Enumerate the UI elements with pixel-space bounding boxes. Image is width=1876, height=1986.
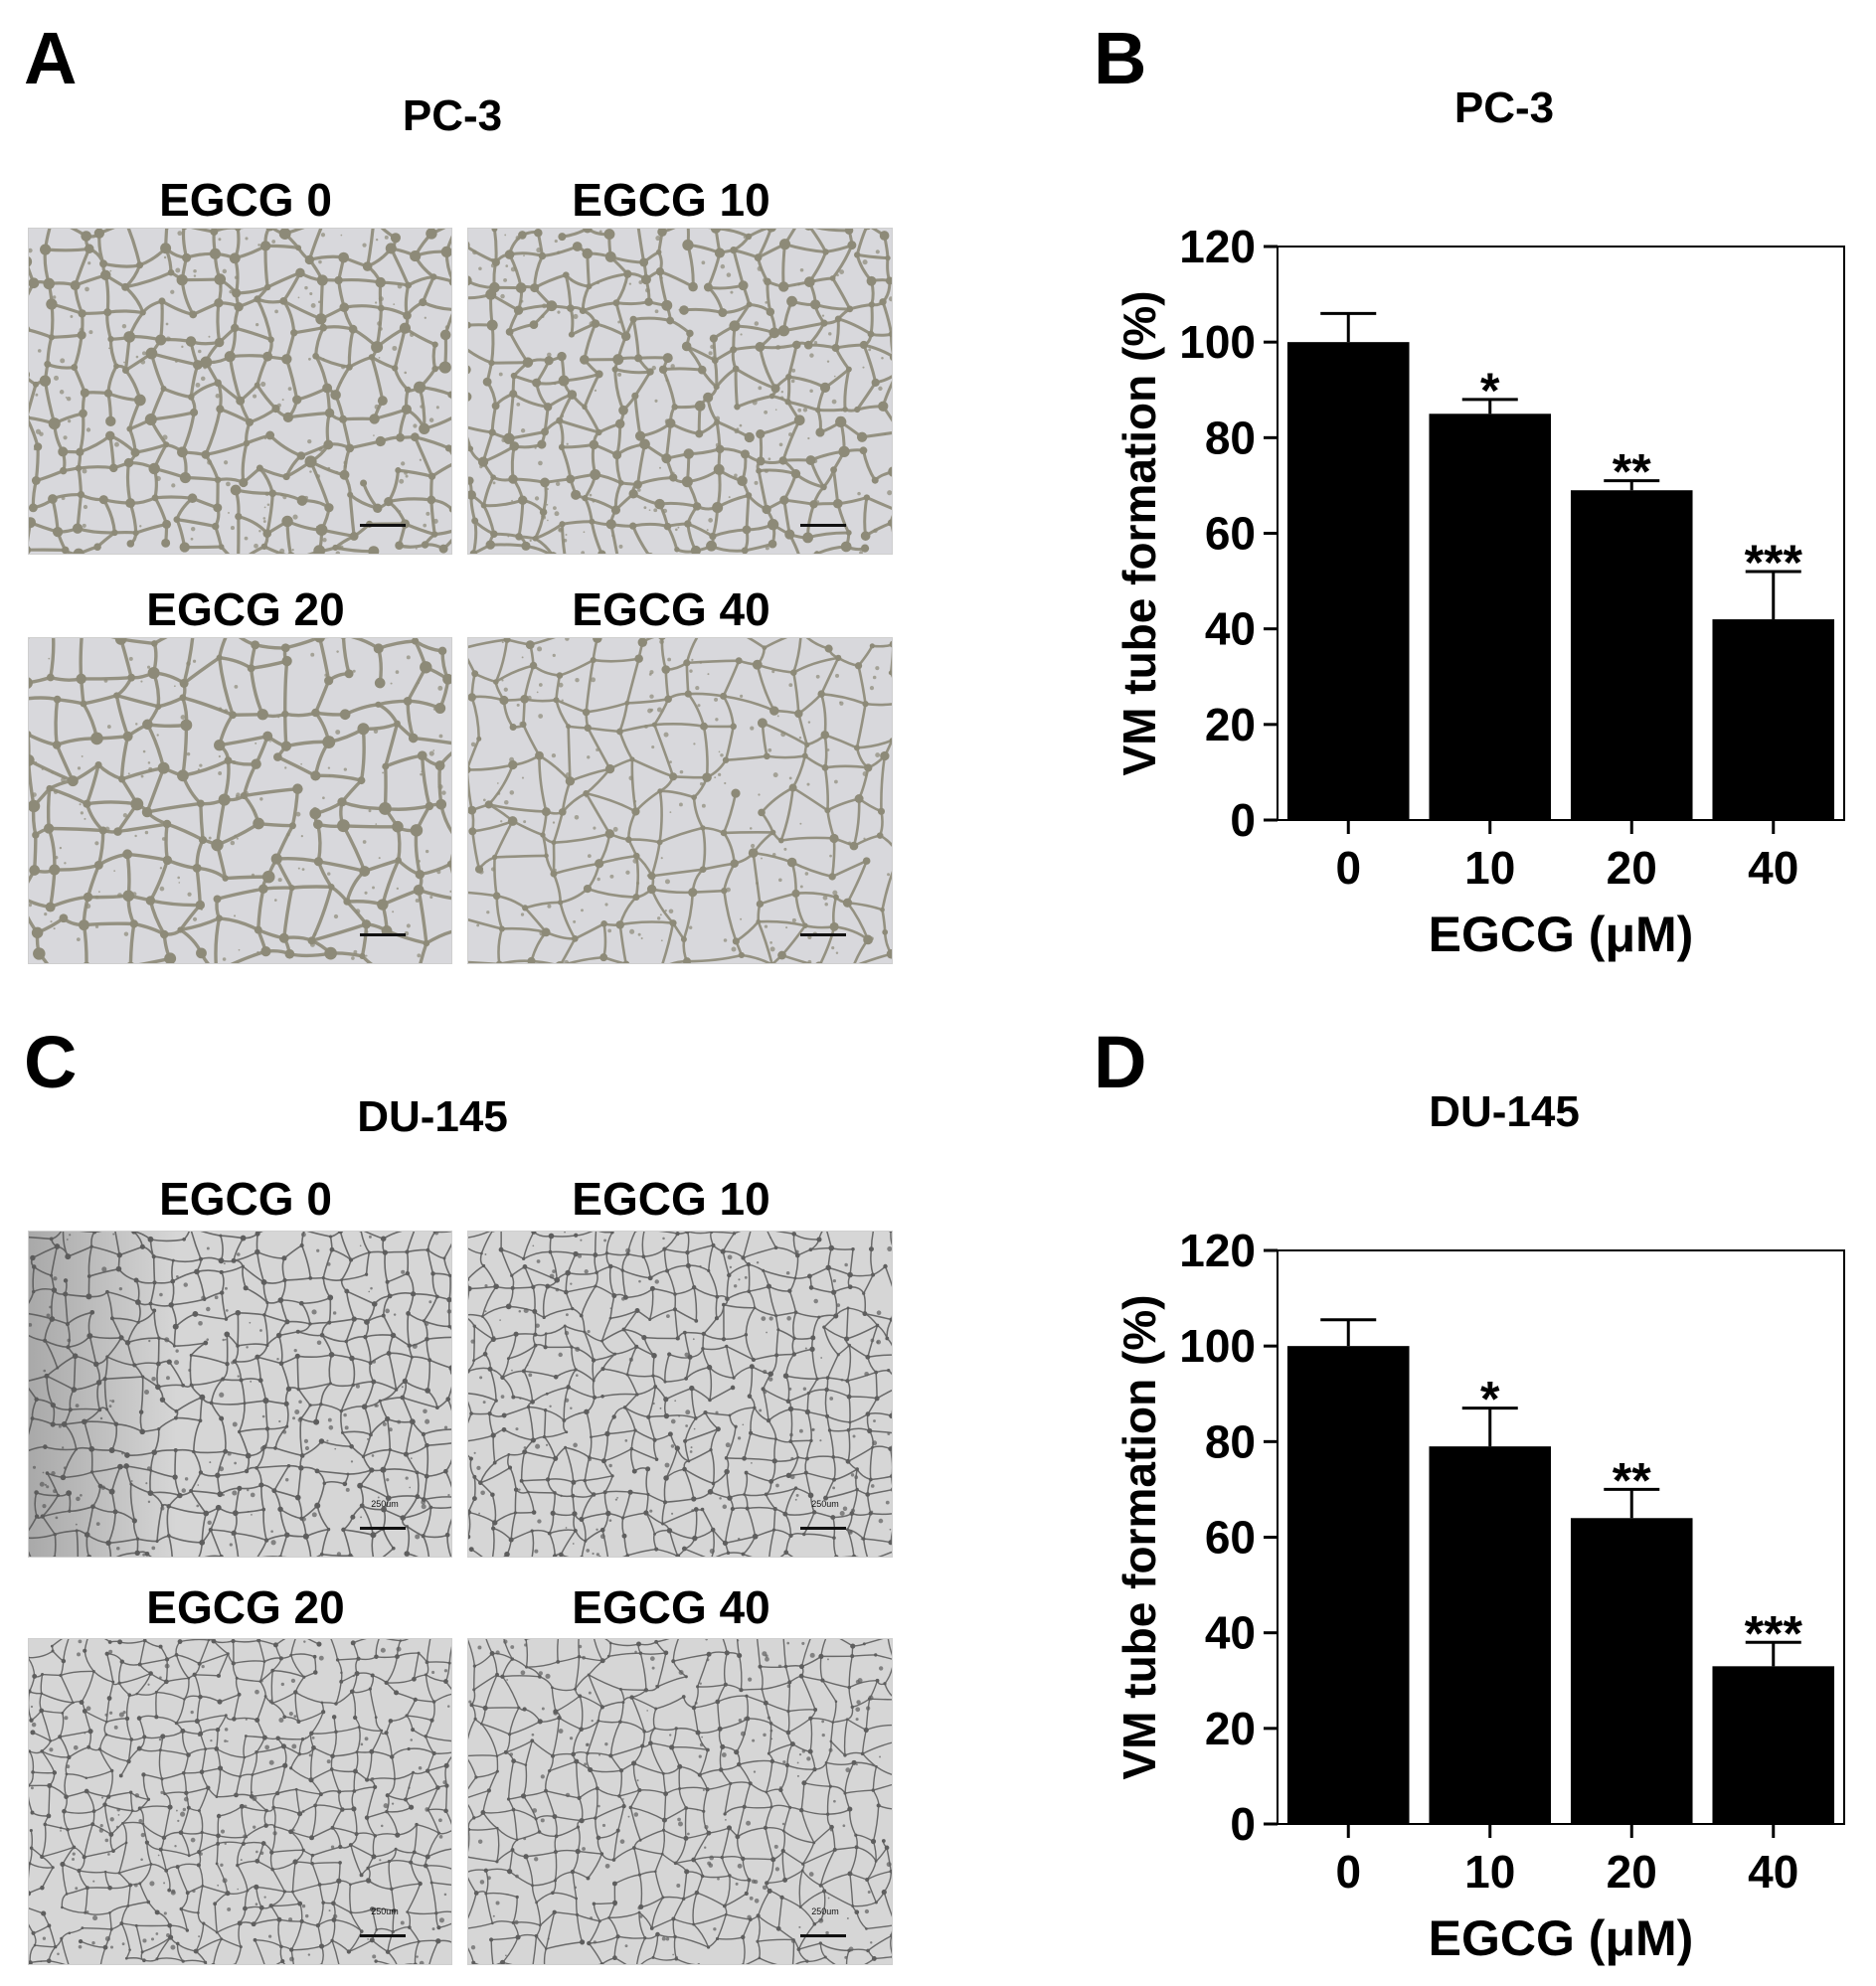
- scale-bar: [360, 1934, 406, 1937]
- panel-c-image-title: EGCG 20: [146, 1581, 345, 1633]
- panel-d-x-axis-title: EGCG (μM): [1429, 1910, 1694, 1966]
- scale-bar-label: 250um: [811, 1499, 839, 1509]
- panel-d-bar: [1286, 1346, 1410, 1824]
- panel-b-y-tick-label: 0: [1230, 794, 1256, 846]
- scale-bar: [800, 524, 846, 527]
- micrograph-pc3-egcg-40: [467, 637, 893, 964]
- scale-bar: [800, 1934, 846, 1937]
- scale-bar: [800, 1527, 846, 1530]
- panel-d-significance-label: ***: [1745, 1605, 1803, 1661]
- panel-a-image-title: EGCG 0: [159, 174, 332, 226]
- panel-a-image-title: EGCG 10: [572, 174, 770, 226]
- panel-b-x-tick-label: 0: [1335, 842, 1361, 894]
- bar-chart-du145: DU-145 0 20 40 60 80 100 120 VM tube formation (…: [1094, 1083, 1869, 1978]
- panel-b-significance-label: *: [1480, 363, 1500, 418]
- panel-d-y-tick-label: 0: [1230, 1798, 1256, 1850]
- micrograph-pc3-egcg-0: [28, 228, 452, 555]
- panel-b-y-tick-label: 120: [1179, 221, 1256, 272]
- panel-d-significance-label: *: [1480, 1372, 1500, 1427]
- scale-bar-label: 250um: [811, 1906, 839, 1916]
- panel-b-x-tick-label: 10: [1464, 842, 1515, 894]
- panel-b-bar: [1429, 414, 1552, 820]
- panel-a-cell-line-title: PC-3: [402, 91, 503, 140]
- panel-d-x-tick-label: 0: [1335, 1846, 1361, 1898]
- panel-d-y-tick-label: 20: [1205, 1703, 1256, 1754]
- panel-d-x-tick-label: 10: [1464, 1846, 1515, 1898]
- micrograph-pc3-egcg-20: [28, 637, 452, 964]
- panel-b-y-tick-label: 80: [1205, 412, 1256, 463]
- micrograph-du145-egcg-20: [28, 1638, 452, 1965]
- scale-bar-label: 250um: [371, 1906, 399, 1916]
- panel-d-significance-label: **: [1613, 1452, 1651, 1508]
- micrograph-du145-egcg-40: [467, 1638, 893, 1965]
- scale-bar-label: 250um: [371, 1499, 399, 1509]
- panel-b-y-tick-label: 20: [1205, 699, 1256, 750]
- panel-b-y-axis-title: VM tube formation (%): [1113, 290, 1165, 775]
- panel-b-chart-title: PC-3: [1454, 83, 1554, 132]
- panel-b-y-tick-label: 60: [1205, 508, 1256, 560]
- panel-letter-d: D: [1094, 1021, 1147, 1103]
- panel-d-bar: [1712, 1666, 1835, 1824]
- panel-a-image-title: EGCG 20: [146, 583, 345, 635]
- scale-bar: [360, 1527, 406, 1530]
- panel-b-x-axis-title: EGCG (μM): [1429, 907, 1694, 962]
- panel-b-x-tick-label: 40: [1748, 842, 1798, 894]
- micrograph-du145-egcg-10: [467, 1231, 893, 1558]
- panel-c-image-title: EGCG 10: [572, 1173, 770, 1225]
- scale-bar: [360, 524, 406, 527]
- panel-b-bar: [1712, 619, 1835, 820]
- panel-b-x-tick-label: 20: [1607, 842, 1657, 894]
- panel-d-y-tick-label: 60: [1205, 1512, 1256, 1564]
- panel-d-y-tick-label: 120: [1179, 1225, 1256, 1276]
- panel-d-bar: [1570, 1518, 1693, 1824]
- panel-b-y-tick-label: 100: [1179, 316, 1256, 368]
- panel-d-x-tick-label: 20: [1607, 1846, 1657, 1898]
- panel-d-y-tick-label: 100: [1179, 1320, 1256, 1372]
- panel-b-bar: [1286, 342, 1410, 820]
- micrograph-du145-egcg-0: [28, 1231, 452, 1558]
- micrograph-pc3-egcg-10: [467, 228, 893, 555]
- panel-c-cell-line-title: DU-145: [357, 1092, 508, 1141]
- panel-letter-b: B: [1094, 17, 1147, 99]
- bar-chart-pc3: PC-3 0 20 40 60 80 100 120 VM tube formation (%)…: [1094, 80, 1869, 974]
- scale-bar: [800, 933, 846, 936]
- panel-b-y-tick-label: 40: [1205, 603, 1256, 655]
- scale-bar: [360, 933, 406, 936]
- panel-b-bar: [1570, 490, 1693, 820]
- panel-d-x-tick-label: 40: [1748, 1846, 1798, 1898]
- panel-b-significance-label: ***: [1745, 535, 1803, 590]
- panel-letter-c: C: [24, 1021, 78, 1103]
- panel-d-y-tick-label: 80: [1205, 1415, 1256, 1467]
- panel-letter-a: A: [24, 17, 78, 99]
- panel-d-y-axis-title: VM tube formation (%): [1113, 1294, 1165, 1779]
- panel-c-image-title: EGCG 40: [572, 1581, 770, 1633]
- panel-a-image-title: EGCG 40: [572, 583, 770, 635]
- panel-d-y-tick-label: 40: [1205, 1607, 1256, 1659]
- panel-b-significance-label: **: [1613, 444, 1651, 500]
- panel-c-image-title: EGCG 0: [159, 1173, 332, 1225]
- panel-d-bar: [1429, 1446, 1552, 1824]
- panel-d-chart-title: DU-145: [1429, 1087, 1580, 1136]
